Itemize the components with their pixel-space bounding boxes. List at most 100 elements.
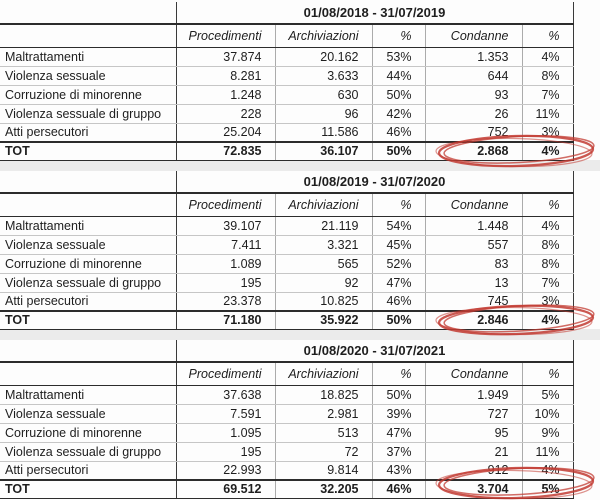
cell-value: 3.321 (274, 235, 372, 255)
cell-value: 39% (371, 404, 425, 424)
cell-value: 50% (371, 385, 425, 405)
cell-value: 54% (371, 216, 425, 236)
cell-value: 195 (175, 442, 275, 462)
stats-table: 01/08/2019 - 31/07/2020 Procedimenti Arc… (0, 171, 574, 330)
period-title: 01/08/2018 - 31/07/2019 (176, 2, 574, 25)
column-header-procedimenti: Procedimenti (175, 193, 275, 217)
total-percent-condanne: 4% (521, 311, 574, 330)
cell-value: 37.638 (175, 385, 275, 405)
cell-value: 10% (521, 404, 574, 424)
column-header-percent-condanne: % (521, 362, 574, 386)
cell-value: 8% (521, 66, 574, 86)
row-label: Violenza sessuale di gruppo (0, 442, 177, 462)
row-label: Violenza sessuale di gruppo (0, 104, 177, 124)
table-row: Violenza sessuale di gruppo 228 96 42% 26 11% (0, 104, 574, 124)
column-header-archiviazioni: Archiviazioni (274, 24, 372, 48)
cell-value: 93 (424, 85, 522, 105)
table-row: Violenza sessuale di gruppo 195 92 47% 13 7% (0, 273, 574, 293)
total-label: TOT (0, 142, 177, 161)
column-header-archiviazioni: Archiviazioni (274, 362, 372, 386)
period-header-row: 01/08/2020 - 31/07/2021 (0, 340, 574, 363)
total-percent-condanne: 5% (521, 480, 574, 499)
cell-value: 11% (521, 442, 574, 462)
row-label: Corruzione di minorenne (0, 254, 177, 274)
row-label: Corruzione di minorenne (0, 423, 177, 443)
period-table-2018-2019: 01/08/2018 - 31/07/2019 Procedimenti Arc… (0, 2, 600, 168)
cell-value: 72 (274, 442, 372, 462)
cell-value: 43% (371, 461, 425, 481)
cell-value: 7.411 (175, 235, 275, 255)
period-title: 01/08/2019 - 31/07/2020 (176, 171, 574, 194)
corner-cell (0, 340, 177, 363)
cell-value: 11.586 (274, 123, 372, 143)
cell-value: 8% (521, 235, 574, 255)
table-separator (0, 160, 600, 171)
row-label: Atti persecutori (0, 123, 177, 143)
cell-value: 37% (371, 442, 425, 462)
cell-value: 46% (371, 123, 425, 143)
total-percent-archiviazioni: 46% (371, 480, 425, 499)
total-archiviazioni: 36.107 (274, 142, 372, 161)
row-label: Violenza sessuale (0, 235, 177, 255)
total-archiviazioni: 35.922 (274, 311, 372, 330)
table-row: Atti persecutori 23.378 10.825 46% 745 3% (0, 292, 574, 312)
total-archiviazioni: 32.205 (274, 480, 372, 499)
period-table-2019-2020: 01/08/2019 - 31/07/2020 Procedimenti Arc… (0, 171, 600, 336)
total-label: TOT (0, 480, 177, 499)
cell-value: 745 (424, 292, 522, 312)
row-label: Corruzione di minorenne (0, 85, 177, 105)
total-row: TOT 72.835 36.107 50% 2.868 4% (0, 142, 574, 161)
table-row: Corruzione di minorenne 1.095 513 47% 95 9% (0, 423, 574, 443)
cell-value: 912 (424, 461, 522, 481)
cell-value: 630 (274, 85, 372, 105)
cell-value: 26 (424, 104, 522, 124)
cell-value: 7.591 (175, 404, 275, 424)
cell-value: 3% (521, 123, 574, 143)
cell-value: 3% (521, 292, 574, 312)
cell-value: 8% (521, 254, 574, 274)
total-condanne: 3.704 (424, 480, 522, 499)
cell-value: 95 (424, 423, 522, 443)
cell-value: 22.993 (175, 461, 275, 481)
table-row: Atti persecutori 25.204 11.586 46% 752 3% (0, 123, 574, 143)
cell-value: 513 (274, 423, 372, 443)
table-body: Maltrattamenti 39.107 21.119 54% 1.448 4% Viol… (0, 216, 574, 312)
cell-value: 83 (424, 254, 522, 274)
total-row: TOT 71.180 35.922 50% 2.846 4% (0, 311, 574, 330)
row-label: Atti persecutori (0, 461, 177, 481)
total-percent-condanne: 4% (521, 142, 574, 161)
cell-value: 21.119 (274, 216, 372, 236)
column-header-empty (0, 24, 177, 48)
cell-value: 37.874 (175, 47, 275, 67)
cell-value: 53% (371, 47, 425, 67)
cell-value: 1.089 (175, 254, 275, 274)
total-procedimenti: 69.512 (175, 480, 275, 499)
cell-value: 7% (521, 273, 574, 293)
table-row: Atti persecutori 22.993 9.814 43% 912 4% (0, 461, 574, 481)
cell-value: 1.095 (175, 423, 275, 443)
period-header-row: 01/08/2019 - 31/07/2020 (0, 171, 574, 194)
row-label: Violenza sessuale di gruppo (0, 273, 177, 293)
column-header-empty (0, 193, 177, 217)
cell-value: 1.248 (175, 85, 275, 105)
cell-value: 565 (274, 254, 372, 274)
cell-value: 44% (371, 66, 425, 86)
row-label: Maltrattamenti (0, 385, 177, 405)
cell-value: 18.825 (274, 385, 372, 405)
cell-value: 13 (424, 273, 522, 293)
cell-value: 727 (424, 404, 522, 424)
column-header-percent-archiviazioni: % (371, 362, 425, 386)
table-row: Violenza sessuale 7.591 2.981 39% 727 10% (0, 404, 574, 424)
period-header-row: 01/08/2018 - 31/07/2019 (0, 2, 574, 25)
column-header-condanne: Condanne (424, 193, 522, 217)
cell-value: 52% (371, 254, 425, 274)
cell-value: 2.981 (274, 404, 372, 424)
column-header-percent-condanne: % (521, 24, 574, 48)
column-header-percent-condanne: % (521, 193, 574, 217)
total-condanne: 2.846 (424, 311, 522, 330)
cell-value: 557 (424, 235, 522, 255)
cell-value: 20.162 (274, 47, 372, 67)
column-header-procedimenti: Procedimenti (175, 362, 275, 386)
column-header-empty (0, 362, 177, 386)
cell-value: 42% (371, 104, 425, 124)
